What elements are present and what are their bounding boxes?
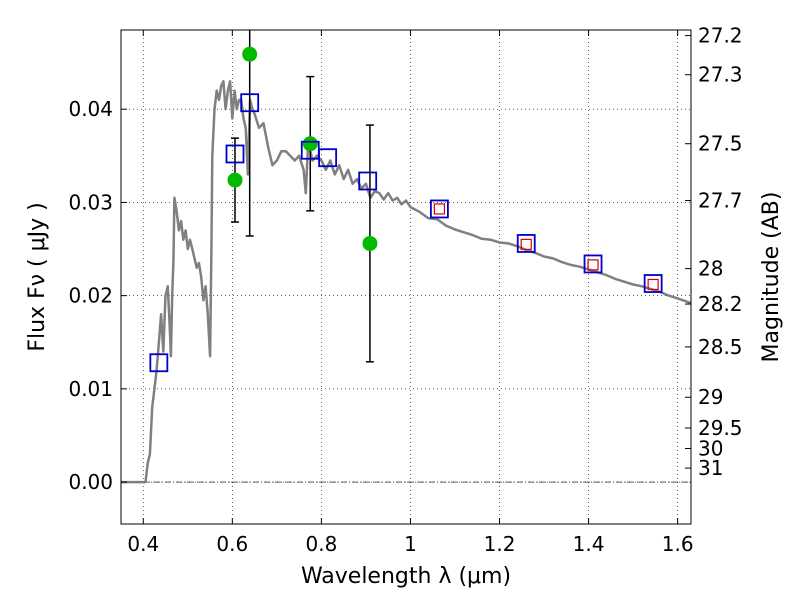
model-square-7: [516, 234, 536, 253]
x-tick-label-1: 0.6: [216, 532, 248, 556]
model-square-6: [429, 199, 449, 219]
x-axis-label: Wavelength λ (μm): [301, 564, 511, 589]
right-axis-label: Magnitude (AB): [759, 192, 784, 363]
sed-model-line: [121, 80, 692, 484]
model-square-8: [583, 254, 603, 274]
observed-flux-points: [227, 46, 378, 251]
mag-tick-label-2: 27.5: [698, 132, 743, 156]
mag-tick-label-4: 28: [698, 257, 723, 281]
inner-marker-2: [587, 259, 599, 271]
observed-point-1: [242, 46, 258, 62]
axis-ticks: [121, 30, 691, 524]
mag-tick-label-10: 31: [698, 456, 723, 480]
x-tick-label-4: 1.2: [484, 532, 516, 556]
mag-tick-label-3: 27.7: [698, 189, 743, 213]
model-square-5: [358, 171, 378, 191]
error-bars: [231, 30, 374, 363]
mag-tick-label-5: 28.2: [698, 292, 743, 316]
mag-tick-label-7: 29: [698, 385, 723, 409]
inner-marker-1: [520, 238, 532, 250]
observed-point-0: [227, 172, 243, 188]
model-square-4: [318, 148, 338, 168]
x-tick-label-0: 0.4: [127, 532, 159, 556]
plot-frame: [120, 29, 692, 525]
model-square-9: [643, 274, 663, 293]
inner-marker-3: [647, 278, 659, 291]
model-square-2: [240, 93, 260, 113]
grid-lines: [121, 30, 691, 524]
model-photometry-squares: [149, 93, 663, 373]
mag-tick-label-0: 27.2: [698, 24, 743, 48]
mag-tick-label-1: 27.3: [698, 63, 743, 87]
inner-markers: [433, 203, 659, 291]
y-tick-label-2: 0.02: [68, 284, 113, 308]
x-tick-label-2: 0.8: [305, 532, 337, 556]
y-tick-label-0: 0.00: [68, 470, 113, 494]
x-tick-labels: 0.4 0.6 0.8 1 1.2 1.4 1.6: [127, 532, 693, 556]
observed-point-3: [362, 235, 378, 251]
y-tick-label-3: 0.03: [68, 190, 113, 214]
y-tick-label-1: 0.01: [68, 377, 113, 401]
sed-model-curve: [121, 80, 692, 484]
mag-tick-label-8: 29.5: [698, 416, 743, 440]
model-square-1: [225, 144, 245, 164]
observed-point-2: [302, 136, 318, 152]
inner-marker-0: [433, 203, 445, 215]
x-tick-label-3: 1: [404, 532, 417, 556]
model-square-0: [149, 353, 169, 373]
y-axis-label: Flux Fν ( μJy ): [25, 202, 50, 351]
x-tick-label-5: 1.4: [573, 532, 605, 556]
x-tick-label-6: 1.6: [662, 532, 694, 556]
mag-tick-label-6: 28.5: [698, 335, 743, 359]
y-tick-labels: 0.00 0.01 0.02 0.03 0.04: [68, 97, 113, 494]
mag-tick-label-9: 30: [698, 437, 723, 461]
y-tick-label-4: 0.04: [68, 97, 113, 121]
